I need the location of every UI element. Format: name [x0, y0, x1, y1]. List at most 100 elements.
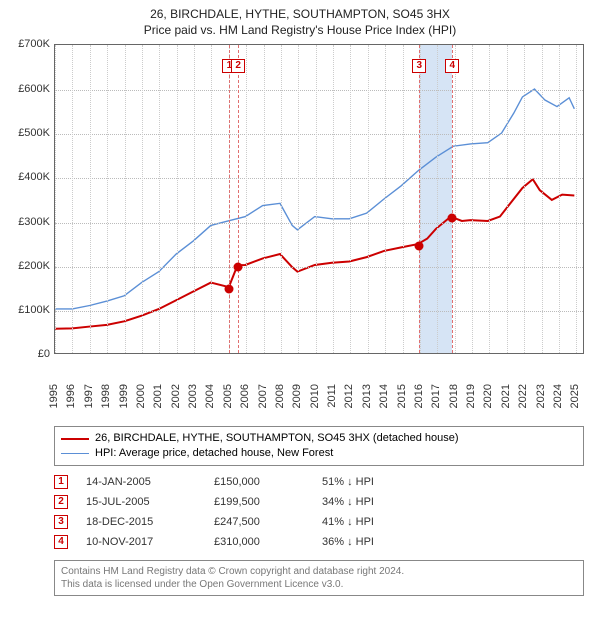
gridline-vertical — [368, 45, 369, 353]
y-tick-label: £100K — [18, 304, 50, 316]
gridline-vertical — [437, 45, 438, 353]
sales-row-number: 4 — [54, 535, 68, 549]
x-tick-label: 2010 — [309, 384, 321, 408]
sales-row-price: £150,000 — [214, 476, 304, 488]
sales-row-diff: 36% ↓ HPI — [322, 536, 584, 548]
x-tick-label: 2002 — [170, 384, 182, 408]
y-tick-label: £300K — [18, 216, 50, 228]
x-tick-label: 2015 — [396, 384, 408, 408]
sales-row-date: 10-NOV-2017 — [86, 536, 196, 548]
gridline-vertical — [559, 45, 560, 353]
gridline-vertical — [403, 45, 404, 353]
gridline-vertical — [177, 45, 178, 353]
gridline-horizontal — [55, 311, 583, 312]
gridline-vertical — [316, 45, 317, 353]
x-tick-label: 1999 — [118, 384, 130, 408]
attribution-line-1: Contains HM Land Registry data © Crown c… — [61, 565, 577, 578]
y-tick-label: £400K — [18, 171, 50, 183]
x-tick-label: 2024 — [552, 384, 564, 408]
gridline-vertical — [385, 45, 386, 353]
x-tick-label: 2003 — [187, 384, 199, 408]
sale-point — [225, 284, 234, 293]
x-tick-label: 2012 — [343, 384, 355, 408]
gridline-vertical — [298, 45, 299, 353]
gridline-vertical — [142, 45, 143, 353]
sales-row-number: 3 — [54, 515, 68, 529]
sale-marker-box: 2 — [231, 59, 245, 73]
gridline-vertical — [194, 45, 195, 353]
title-line-2: Price paid vs. HM Land Registry's House … — [10, 22, 590, 38]
x-tick-label: 2013 — [361, 384, 373, 408]
gridline-horizontal — [55, 134, 583, 135]
x-tick-label: 1995 — [48, 384, 60, 408]
sale-dashed-line — [419, 45, 420, 353]
chart-area: £0£100K£200K£300K£400K£500K£600K£700K 12… — [10, 44, 590, 384]
gridline-vertical — [507, 45, 508, 353]
x-tick-label: 2000 — [135, 384, 147, 408]
gridline-vertical — [542, 45, 543, 353]
gridline-vertical — [72, 45, 73, 353]
sales-row-number: 2 — [54, 495, 68, 509]
x-tick-label: 2023 — [535, 384, 547, 408]
x-tick-label: 2022 — [517, 384, 529, 408]
gridline-vertical — [524, 45, 525, 353]
y-tick-label: £700K — [18, 38, 50, 50]
x-tick-label: 2020 — [482, 384, 494, 408]
x-axis: 1995199619971998199920002001200220032004… — [54, 356, 584, 392]
x-tick-label: 2017 — [430, 384, 442, 408]
plot-region: 1234 — [54, 44, 584, 354]
x-tick-label: 2025 — [569, 384, 581, 408]
sales-row-price: £199,500 — [214, 496, 304, 508]
sales-row: 4 10-NOV-2017 £310,000 36% ↓ HPI — [54, 532, 584, 552]
gridline-vertical — [90, 45, 91, 353]
gridline-vertical — [472, 45, 473, 353]
x-tick-label: 1996 — [65, 384, 77, 408]
x-tick-label: 2004 — [204, 384, 216, 408]
x-tick-label: 2014 — [378, 384, 390, 408]
attribution: Contains HM Land Registry data © Crown c… — [54, 560, 584, 596]
x-tick-label: 2018 — [448, 384, 460, 408]
sale-point — [448, 214, 457, 223]
x-tick-label: 2019 — [465, 384, 477, 408]
sale-dashed-line — [238, 45, 239, 353]
legend-label: 26, BIRCHDALE, HYTHE, SOUTHAMPTON, SO45 … — [95, 431, 459, 446]
y-tick-label: £0 — [38, 348, 50, 360]
y-tick-label: £200K — [18, 260, 50, 272]
sales-row-date: 18-DEC-2015 — [86, 516, 196, 528]
y-axis: £0£100K£200K£300K£400K£500K£600K£700K — [10, 44, 54, 354]
gridline-vertical — [489, 45, 490, 353]
sale-point — [234, 263, 243, 272]
sales-row-date: 14-JAN-2005 — [86, 476, 196, 488]
x-tick-label: 2005 — [222, 384, 234, 408]
x-tick-label: 1997 — [83, 384, 95, 408]
sale-marker-box: 3 — [412, 59, 426, 73]
chart-lines — [55, 45, 583, 353]
gridline-vertical — [281, 45, 282, 353]
gridline-vertical — [264, 45, 265, 353]
legend-row: HPI: Average price, detached house, New … — [61, 446, 577, 461]
attribution-line-2: This data is licensed under the Open Gov… — [61, 578, 577, 591]
gridline-horizontal — [55, 178, 583, 179]
y-tick-label: £500K — [18, 127, 50, 139]
sales-row-price: £310,000 — [214, 536, 304, 548]
x-tick-label: 2009 — [291, 384, 303, 408]
legend-swatch — [61, 453, 89, 454]
sales-row: 2 15-JUL-2005 £199,500 34% ↓ HPI — [54, 492, 584, 512]
gridline-vertical — [159, 45, 160, 353]
sales-row-diff: 51% ↓ HPI — [322, 476, 584, 488]
gridline-vertical — [246, 45, 247, 353]
sales-row-date: 15-JUL-2005 — [86, 496, 196, 508]
sale-point — [415, 241, 424, 250]
x-tick-label: 1998 — [100, 384, 112, 408]
gridline-vertical — [455, 45, 456, 353]
legend-swatch — [61, 438, 89, 440]
x-tick-label: 2006 — [239, 384, 251, 408]
gridline-vertical — [211, 45, 212, 353]
x-tick-label: 2008 — [274, 384, 286, 408]
sales-row: 318-DEC-2015£247,50041% ↓ HPI — [54, 512, 584, 532]
x-tick-label: 2011 — [326, 384, 338, 408]
x-tick-label: 2007 — [257, 384, 269, 408]
sales-row-diff: 34% ↓ HPI — [322, 496, 584, 508]
x-tick-label: 2021 — [500, 384, 512, 408]
x-tick-label: 2016 — [413, 384, 425, 408]
